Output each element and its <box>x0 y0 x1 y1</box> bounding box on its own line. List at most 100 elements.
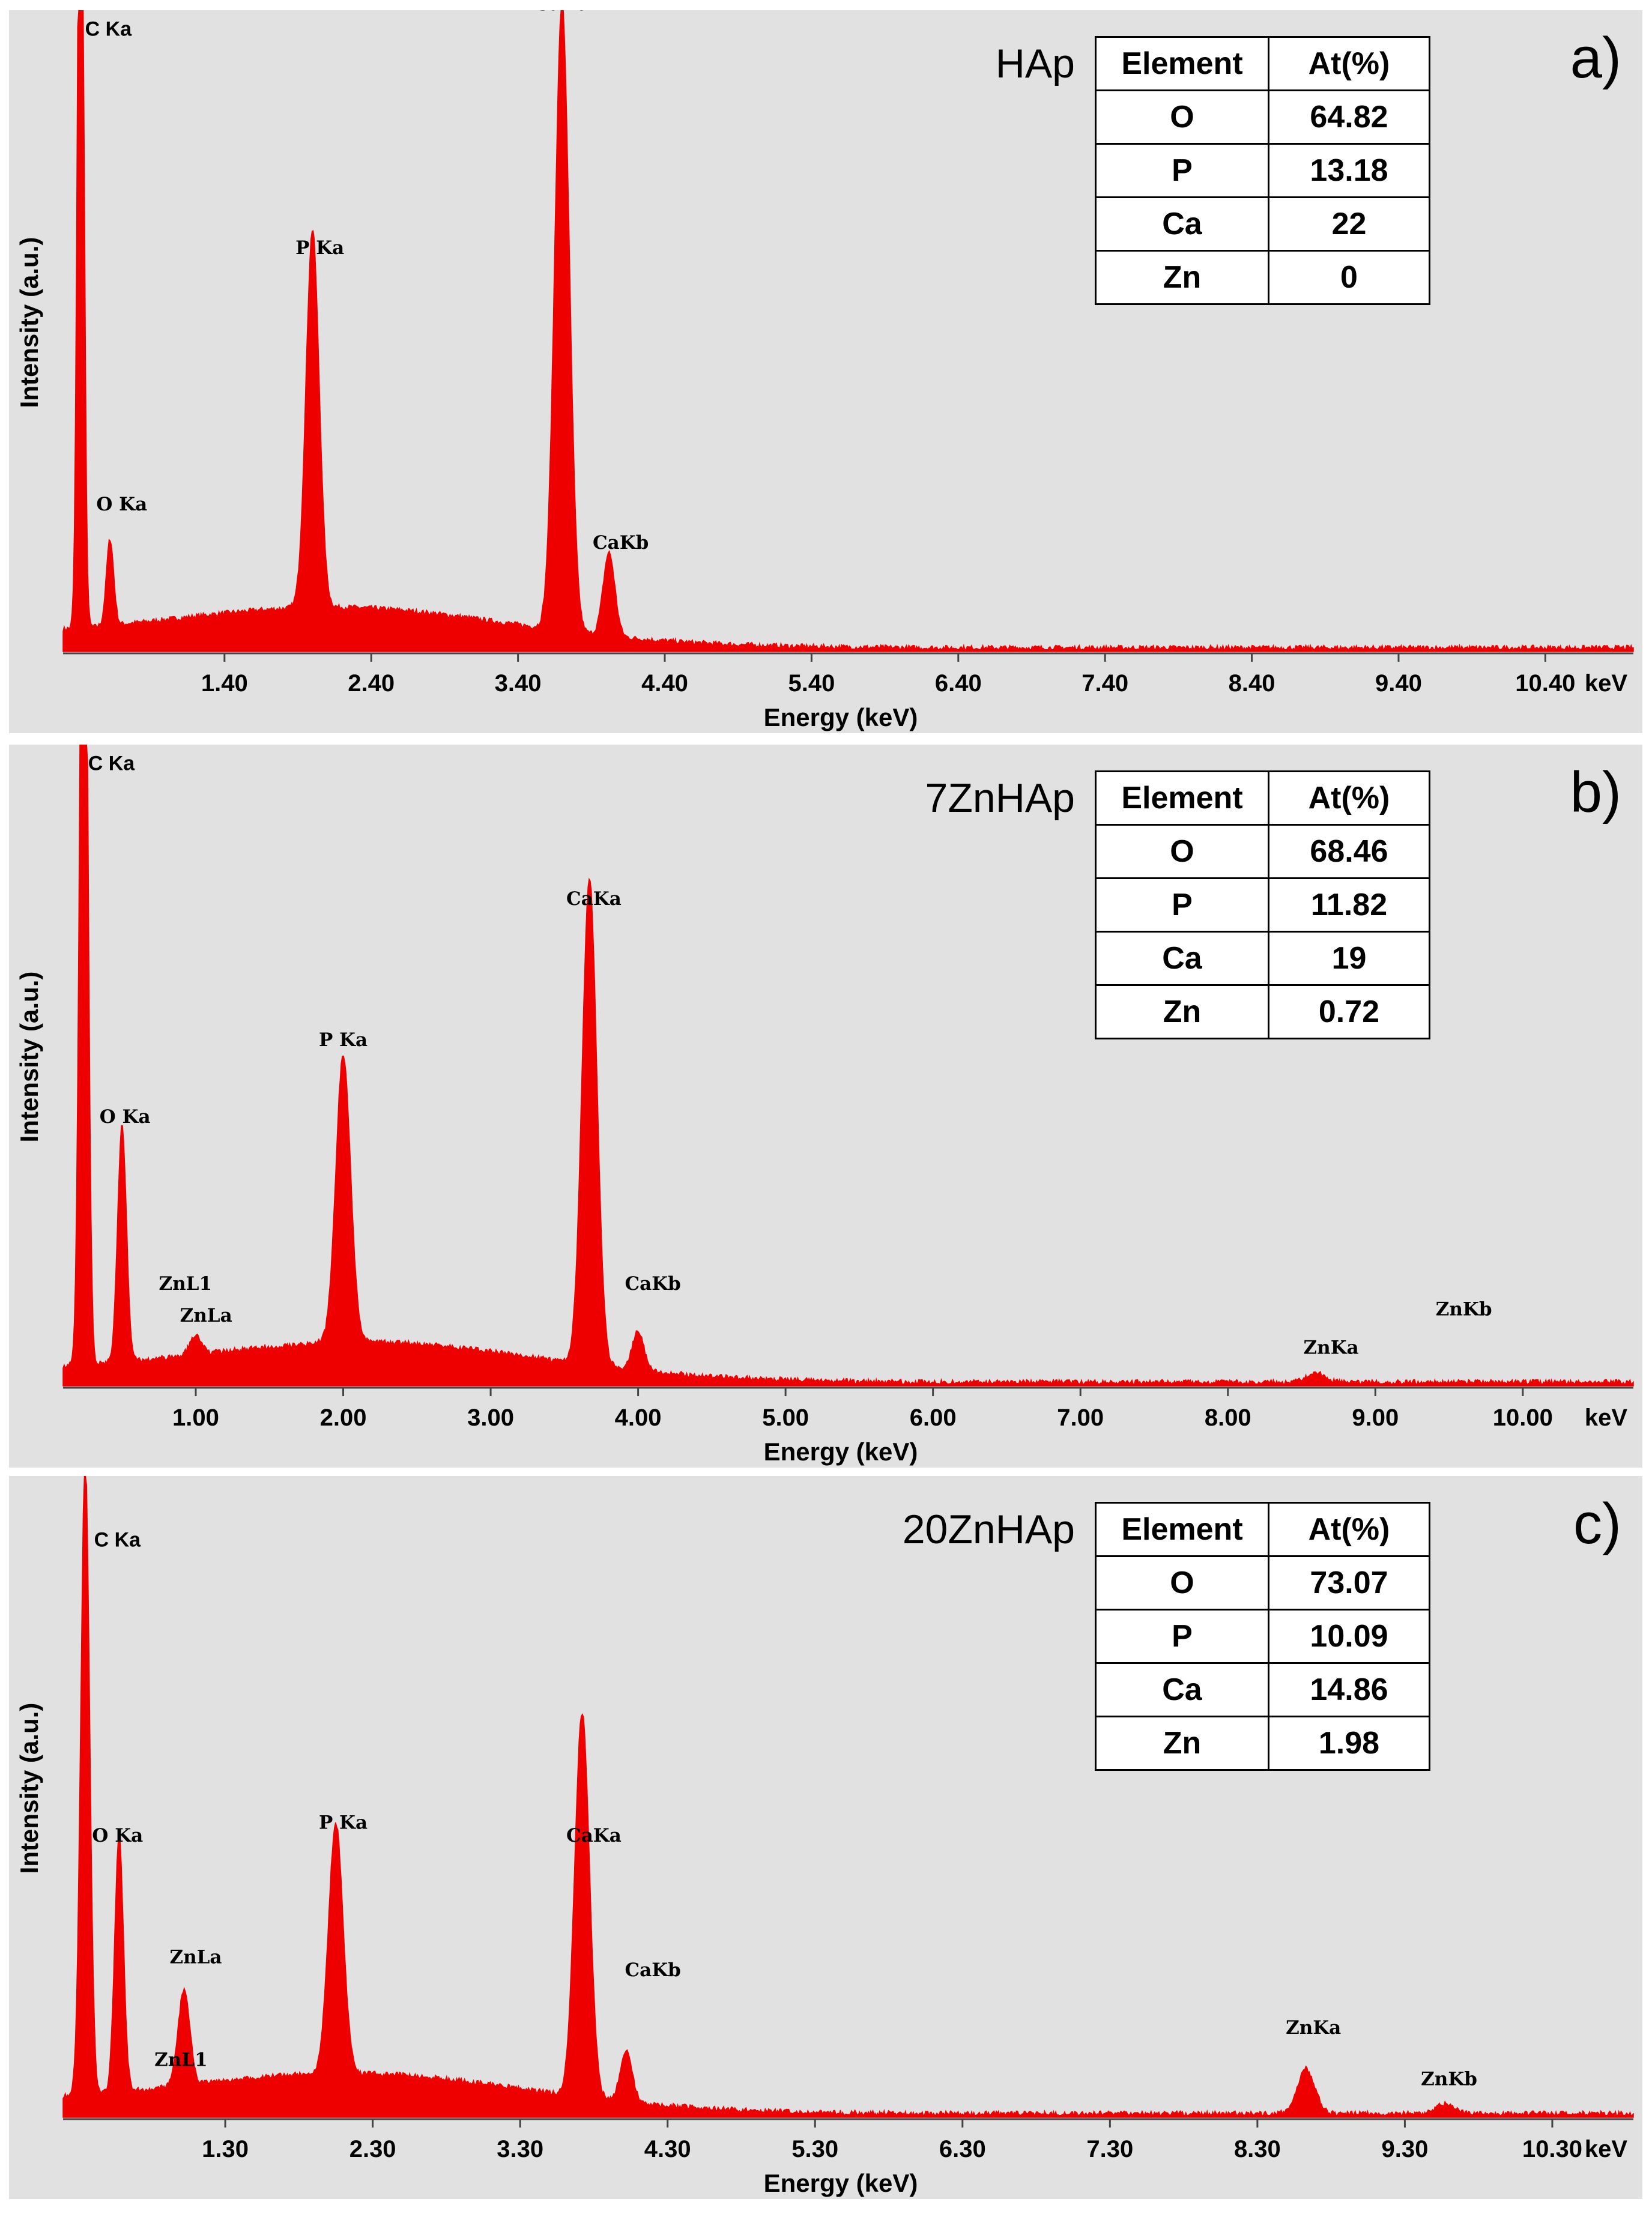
table-cell-value: 1.98 <box>1268 1716 1430 1771</box>
x-tick-label: 3.00 <box>467 1405 514 1431</box>
peak-label: C Ka <box>85 18 133 41</box>
x-tick-label: 6.00 <box>910 1405 957 1431</box>
table-header-row: Element At(%) <box>1095 770 1430 826</box>
peak-label: ZnL1 <box>159 1273 213 1295</box>
table-cell-value: 0 <box>1268 250 1430 305</box>
table-cell-element: O <box>1095 89 1269 145</box>
x-unit-label: keV <box>1585 670 1627 697</box>
x-tick-label: 9.30 <box>1381 2136 1428 2162</box>
x-axis-title: Energy (keV) <box>764 703 918 731</box>
peak-label: O Ka <box>100 1106 151 1128</box>
x-tick-label: 1.30 <box>202 2136 249 2162</box>
table-row: Ca 14.86 <box>1095 1662 1430 1717</box>
x-tick-label: 2.40 <box>348 670 395 697</box>
peak-label: ZnL1 <box>154 2049 208 2071</box>
x-tick-label: 10.30 <box>1522 2136 1582 2162</box>
table-row: Ca 19 <box>1095 931 1430 986</box>
peak-label: O Ka <box>92 1825 143 1846</box>
peak-label: CaKa <box>566 1825 622 1846</box>
table-row: Zn 0 <box>1095 250 1430 305</box>
y-axis-title: Intensity (a.u.) <box>15 1703 43 1874</box>
peak-label: ZnLa <box>169 1947 222 1968</box>
x-axis-title: Energy (keV) <box>764 1438 918 1466</box>
peak-label: ZnLa <box>180 1305 232 1326</box>
table-header-element: Element <box>1095 1502 1269 1557</box>
x-tick-label: 4.00 <box>615 1405 662 1431</box>
table-row: O 73.07 <box>1095 1555 1430 1611</box>
composition-table-a: Element At(%) O 64.82 P 13.18 Ca 22 Zn 0 <box>1095 36 1430 305</box>
table-cell-value: 14.86 <box>1268 1662 1430 1717</box>
x-tick-label: 6.40 <box>935 670 982 697</box>
table-cell-element: Ca <box>1095 196 1269 252</box>
sample-name: 7ZnHAp <box>925 775 1075 821</box>
table-cell-element: O <box>1095 1555 1269 1611</box>
x-tick-label: 10.40 <box>1515 670 1575 697</box>
peak-label: ZnKa <box>1304 1337 1359 1359</box>
panel-label: a) <box>1570 26 1621 90</box>
spectrum-trace <box>62 745 1634 1387</box>
table-cell-element: Zn <box>1095 984 1269 1039</box>
spectrum-panel-a: 1.40 2.40 3.40 4.40 5.40 6.40 7.40 8.40 9.40 10.4… <box>9 10 1642 733</box>
peak-label: CaKa <box>534 10 590 15</box>
x-tick-label: 1.40 <box>201 670 248 697</box>
spectrum-trace <box>62 1476 1634 2118</box>
x-tick-label: 1.00 <box>172 1405 219 1431</box>
peak-label: ZnKa <box>1286 2017 1341 2039</box>
peak-label: CaKb <box>593 532 649 554</box>
table-cell-value: 10.09 <box>1268 1609 1430 1664</box>
table-cell-element: P <box>1095 1609 1269 1664</box>
peak-label: CaKb <box>625 1273 680 1295</box>
table-row: P 11.82 <box>1095 877 1430 933</box>
table-header-row: Element At(%) <box>1095 36 1430 91</box>
x-tick-label: 3.30 <box>497 2136 543 2162</box>
peak-label: ZnKb <box>1436 1299 1492 1320</box>
table-cell-value: 0.72 <box>1268 984 1430 1039</box>
x-tick-label: 10.00 <box>1493 1405 1553 1431</box>
x-tick-label: 7.00 <box>1057 1405 1104 1431</box>
x-tick-label: 3.40 <box>495 670 542 697</box>
x-tick-label: 7.30 <box>1086 2136 1133 2162</box>
x-tick-label: 8.00 <box>1205 1405 1251 1431</box>
peak-label: P Ka <box>295 237 344 259</box>
table-row: Ca 22 <box>1095 196 1430 252</box>
table-cell-value: 13.18 <box>1268 143 1430 198</box>
x-tick-label: 8.40 <box>1229 670 1275 697</box>
table-header-at-percent: At(%) <box>1268 770 1430 826</box>
x-tick-label: 4.40 <box>641 670 688 697</box>
peak-label: C Ka <box>94 1528 142 1551</box>
table-cell-value: 11.82 <box>1268 877 1430 933</box>
x-tick-label: 9.00 <box>1352 1405 1399 1431</box>
x-tick-label: 5.30 <box>791 2136 838 2162</box>
spectrum-panel-c: 1.30 2.30 3.30 4.30 5.30 6.30 7.30 8.30 9.30 10.3… <box>9 1476 1642 2199</box>
y-axis-title: Intensity (a.u.) <box>15 972 43 1143</box>
x-tick-label: 5.40 <box>788 670 835 697</box>
sample-name: HAp <box>996 41 1075 86</box>
x-tick-label: 6.30 <box>939 2136 986 2162</box>
peak-label: CaKa <box>566 888 622 910</box>
peak-label: P Ka <box>319 1029 368 1051</box>
table-cell-element: P <box>1095 143 1269 198</box>
panel-label: c) <box>1573 1492 1621 1556</box>
sample-name: 20ZnHAp <box>903 1507 1075 1552</box>
table-cell-value: 68.46 <box>1268 824 1430 879</box>
table-cell-value: 19 <box>1268 931 1430 986</box>
x-unit-label: keV <box>1585 2136 1627 2162</box>
table-cell-element: Zn <box>1095 250 1269 305</box>
table-row: Zn 1.98 <box>1095 1716 1430 1771</box>
x-tick-label: 8.30 <box>1234 2136 1281 2162</box>
spectrum-panel-b: 1.00 2.00 3.00 4.00 5.00 6.00 7.00 8.00 9.00 10.0… <box>9 745 1642 1468</box>
table-cell-element: O <box>1095 824 1269 879</box>
table-cell-element: P <box>1095 877 1269 933</box>
table-header-at-percent: At(%) <box>1268 36 1430 91</box>
peak-label: C Ka <box>88 752 136 775</box>
table-cell-value: 64.82 <box>1268 89 1430 145</box>
peak-label: P Ka <box>319 1812 368 1833</box>
panel-label: b) <box>1570 760 1621 824</box>
table-row: P 13.18 <box>1095 143 1430 198</box>
x-tick-label: 5.00 <box>762 1405 809 1431</box>
table-header-element: Element <box>1095 770 1269 826</box>
composition-table-c: Element At(%) O 73.07 P 10.09 Ca 14.86 Z… <box>1095 1502 1430 1771</box>
table-row: Zn 0.72 <box>1095 984 1430 1039</box>
x-tick-label: 7.40 <box>1082 670 1128 697</box>
table-row: O 68.46 <box>1095 824 1430 879</box>
